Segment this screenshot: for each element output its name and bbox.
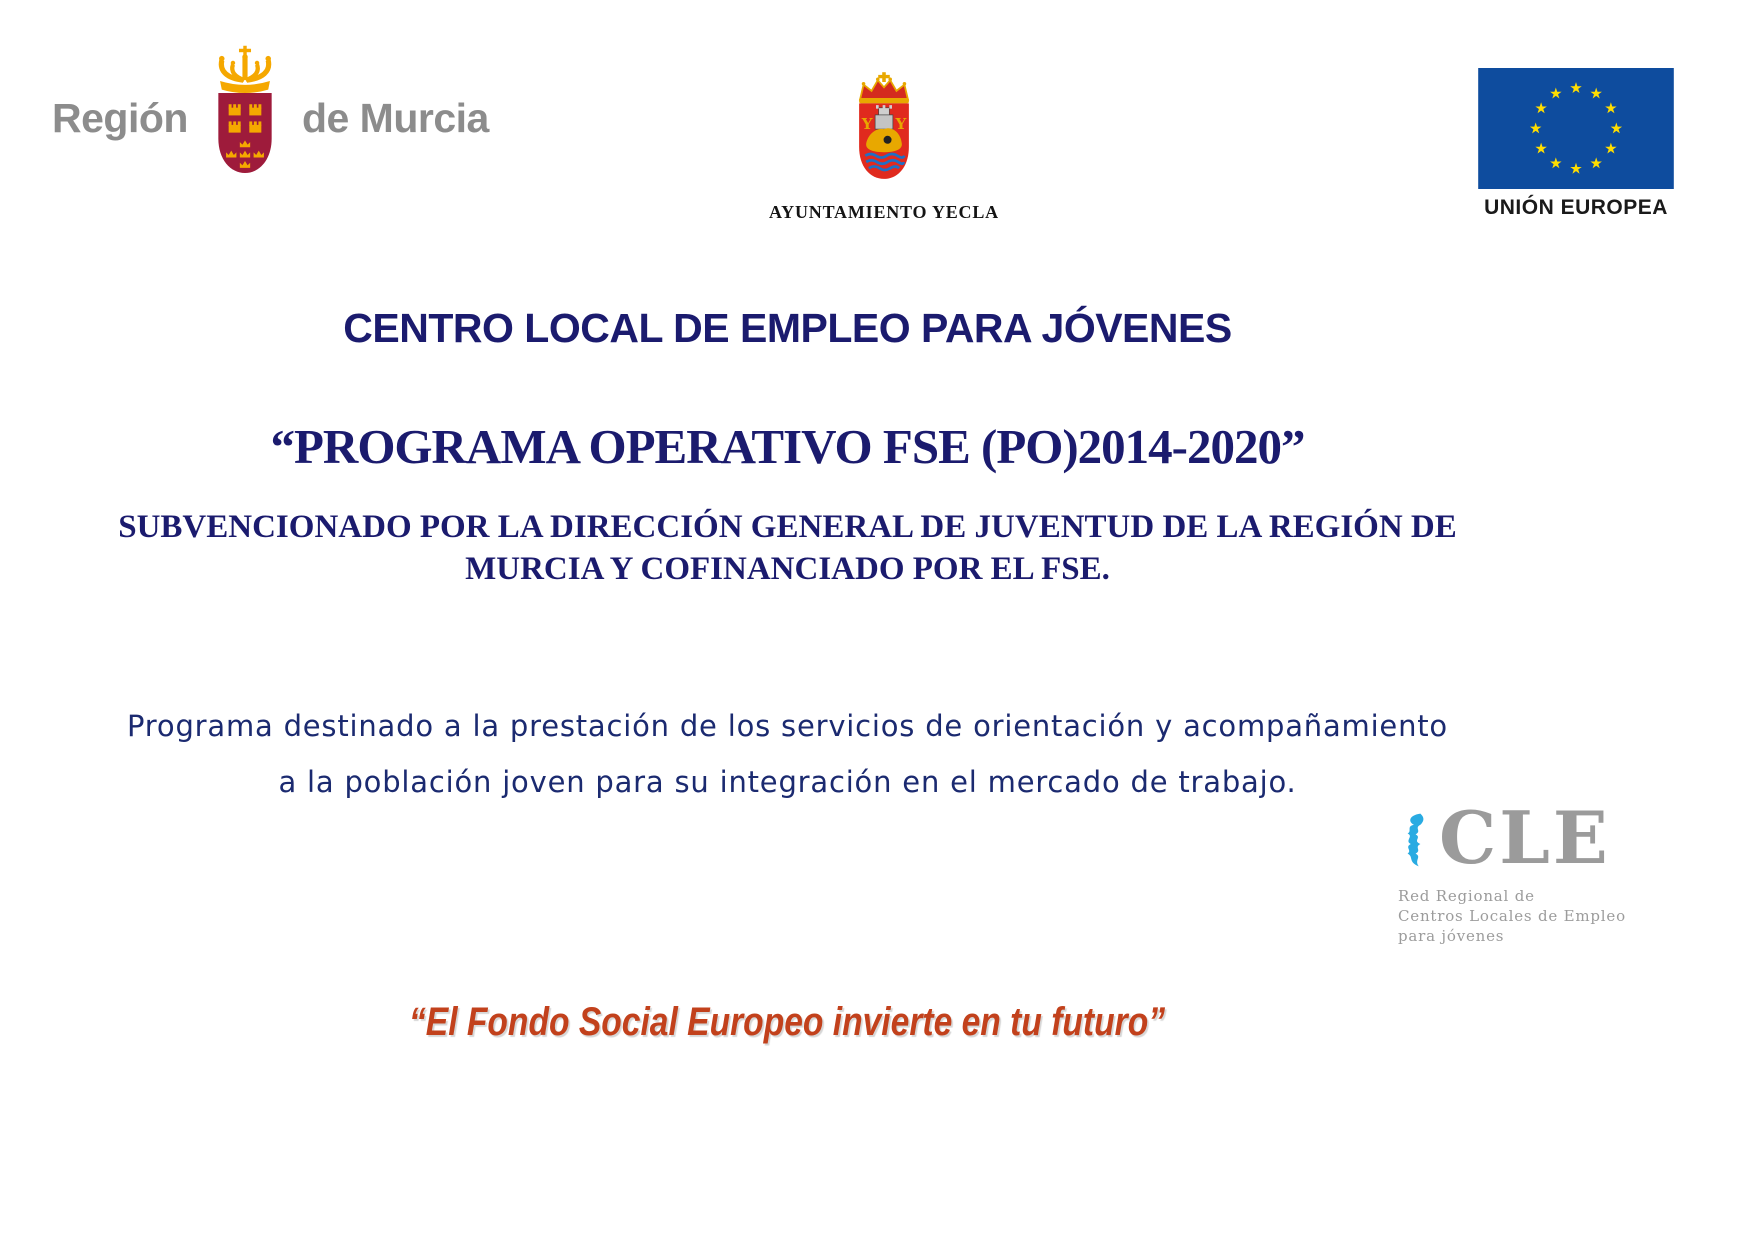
cle-acronym: CLE xyxy=(1439,795,1611,880)
cle-face-icon xyxy=(1407,813,1424,867)
subsidy-line-2: MURCIA Y COFINANCIADO POR EL FSE. xyxy=(465,551,1110,587)
yecla-logo: Y Y AYUNTAMIENTO YECLA xyxy=(728,66,1040,223)
cle-caption-line-2: Centros Locales de Empleo xyxy=(1398,907,1626,925)
svg-text:Y: Y xyxy=(894,115,906,133)
eu-label: UNIÓN EUROPEA xyxy=(1484,196,1668,219)
subsidy-line-1: SUBVENCIONADO POR LA DIRECCIÓN GENERAL D… xyxy=(118,509,1457,545)
cle-caption-line-1: Red Regional de xyxy=(1398,887,1535,905)
murcia-logo-left-text: Región xyxy=(52,94,188,141)
eu-logo: UNIÓN EUROPEA xyxy=(1478,68,1674,220)
program-title: “PROGRAMA OPERATIVO FSE (PO)2014-2020” xyxy=(270,419,1306,474)
svg-text:Y: Y xyxy=(861,115,873,133)
cle-caption: Red Regional de Centros Locales de Emple… xyxy=(1398,886,1698,946)
eu-flag-icon xyxy=(1478,68,1674,189)
subsidy-paragraph: SUBVENCIONADO POR LA DIRECCIÓN GENERAL D… xyxy=(0,506,1575,590)
yecla-crest-icon: Y Y xyxy=(858,72,910,179)
cle-caption-line-3: para jóvenes xyxy=(1398,927,1505,945)
yecla-label: AYUNTAMIENTO YECLA xyxy=(769,202,999,222)
fse-quote-text: “El Fondo Social Europeo invierte en tu … xyxy=(409,1000,1166,1044)
murcia-logo: Región xyxy=(52,34,489,202)
program-description: Programa destinado a la prestación de lo… xyxy=(0,698,1575,810)
murcia-shield-icon xyxy=(218,45,272,174)
description-line-1: Programa destinado a la prestación de lo… xyxy=(127,709,1448,743)
description-line-2: a la población joven para su integración… xyxy=(278,765,1297,799)
murcia-logo-right-text: de Murcia xyxy=(301,94,489,141)
page-title: CENTRO LOCAL DE EMPLEO PARA JÓVENES xyxy=(343,305,1232,351)
fse-quote: “El Fondo Social Europeo invierte en tu … xyxy=(0,1000,1575,1045)
cle-logo: CLE Red Regional de Centros Locales de E… xyxy=(1398,795,1698,946)
